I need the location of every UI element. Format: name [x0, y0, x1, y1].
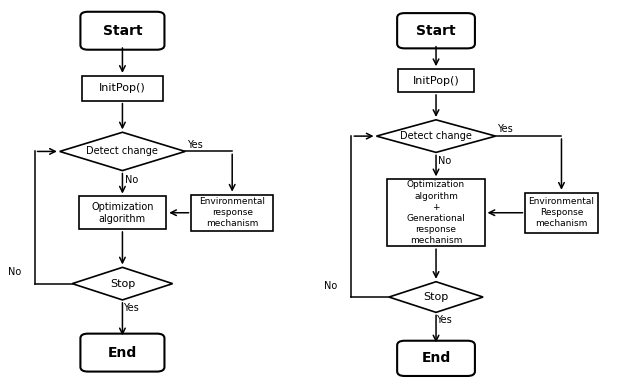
Text: Stop: Stop — [110, 279, 135, 289]
Text: Stop: Stop — [424, 292, 449, 302]
FancyBboxPatch shape — [397, 341, 475, 376]
Text: Detect change: Detect change — [400, 131, 472, 141]
Polygon shape — [60, 132, 185, 170]
FancyBboxPatch shape — [81, 334, 164, 371]
Text: Start: Start — [102, 24, 142, 38]
Text: InitPop(): InitPop() — [99, 83, 146, 93]
Polygon shape — [376, 120, 495, 152]
Text: Yes: Yes — [187, 140, 202, 149]
Text: Start: Start — [416, 24, 456, 38]
Text: End: End — [421, 352, 451, 365]
Bar — [82, 76, 163, 100]
Text: Yes: Yes — [436, 315, 452, 325]
Text: No: No — [8, 267, 21, 277]
Text: Optimization
algorithm
+
Generational
response
mechanism: Optimization algorithm + Generational re… — [406, 181, 465, 245]
Text: Yes: Yes — [124, 303, 139, 313]
Bar — [525, 193, 598, 233]
Text: Environmental
Response
mechanism: Environmental Response mechanism — [529, 197, 595, 228]
Text: Detect change: Detect change — [86, 147, 158, 156]
Text: Optimization
algorithm: Optimization algorithm — [91, 201, 154, 224]
Text: No: No — [324, 281, 337, 291]
Bar — [79, 196, 166, 229]
Bar — [191, 195, 273, 231]
Polygon shape — [72, 267, 173, 300]
Bar — [387, 179, 484, 246]
Text: Environmental
response
mechanism: Environmental response mechanism — [199, 197, 265, 228]
Bar — [398, 69, 474, 92]
Text: No: No — [125, 175, 138, 185]
Text: No: No — [438, 156, 451, 166]
Text: End: End — [108, 346, 137, 360]
Text: Yes: Yes — [497, 124, 513, 134]
FancyBboxPatch shape — [81, 12, 164, 50]
FancyBboxPatch shape — [397, 13, 475, 48]
Text: InitPop(): InitPop() — [413, 75, 460, 86]
Polygon shape — [389, 282, 483, 312]
